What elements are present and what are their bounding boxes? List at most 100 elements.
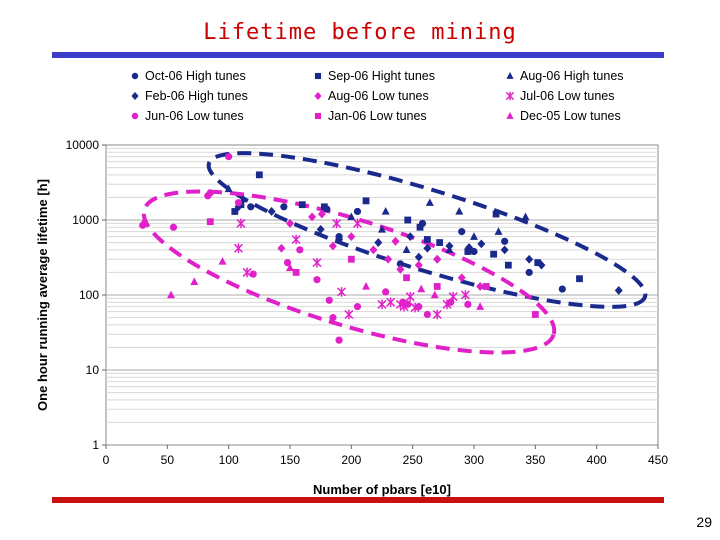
data-point — [386, 297, 396, 308]
data-point — [430, 290, 439, 299]
x-axis-ticks: 0 50 100 150 200 250 300 350 400 450 — [103, 445, 668, 467]
legend-marker — [131, 92, 139, 100]
data-point — [231, 208, 239, 215]
data-point — [233, 243, 244, 254]
data-point — [374, 238, 383, 247]
data-point — [242, 267, 252, 278]
data-point — [464, 300, 472, 308]
data-point — [206, 218, 214, 226]
data-point — [335, 235, 344, 244]
data-point — [335, 336, 343, 344]
data-point — [169, 223, 178, 231]
x-axis-label: Number of pbars [e10] — [313, 482, 451, 497]
slide-title: Lifetime before mining — [203, 20, 517, 45]
bottom-divider-bar — [52, 497, 664, 503]
data-point — [353, 207, 362, 216]
legend-label: Sep-06 Hight tunes — [328, 69, 435, 83]
legend-marker — [505, 91, 515, 101]
data-point — [138, 219, 147, 227]
y-axis-ticks: 10000 1000 100 10 1 — [66, 138, 106, 452]
data-point — [296, 246, 304, 254]
data-point — [316, 224, 325, 234]
x-tick-label: 0 — [103, 453, 110, 467]
data-point — [531, 311, 539, 318]
y-tick-label: 10 — [86, 363, 100, 377]
data-point — [218, 257, 227, 265]
data-point — [432, 309, 442, 320]
legend-label: Aug-06 Low tunes — [328, 89, 429, 103]
legend-marker — [131, 112, 139, 120]
y-tick-label: 1000 — [72, 213, 99, 227]
data-point — [415, 303, 423, 311]
data-point — [329, 313, 337, 322]
legend-box — [105, 63, 660, 127]
data-point — [298, 201, 306, 209]
data-point — [445, 241, 454, 251]
legend-marker — [506, 72, 514, 79]
data-point — [476, 282, 485, 291]
data-points — [138, 153, 623, 344]
data-point — [490, 250, 498, 258]
legend-label: Aug-06 High tunes — [520, 69, 624, 83]
data-point — [576, 275, 583, 283]
data-point — [425, 198, 434, 206]
data-point — [347, 255, 355, 263]
data-point — [460, 290, 470, 300]
data-point — [614, 286, 623, 295]
data-point — [465, 243, 474, 252]
legend-label: Jun-06 Low tunes — [145, 109, 244, 123]
data-point — [206, 189, 214, 197]
data-point — [455, 207, 464, 215]
data-point — [167, 290, 176, 299]
data-point — [404, 300, 412, 308]
data-point — [534, 259, 542, 267]
data-point — [414, 252, 423, 262]
data-point — [436, 239, 444, 246]
y-axis-label: One hour running average lifetime [h] — [35, 179, 50, 411]
x-tick-label: 250 — [403, 453, 423, 467]
group-ellipse — [141, 189, 557, 355]
x-tick-label: 300 — [464, 453, 484, 467]
data-point — [234, 199, 243, 207]
data-point — [396, 260, 404, 268]
data-point — [255, 171, 263, 179]
legend-label: Jan-06 Low tunes — [328, 109, 427, 123]
data-point — [249, 270, 257, 278]
data-point — [476, 302, 485, 310]
y-tick-label: 1 — [92, 438, 99, 452]
data-point — [224, 184, 233, 193]
data-point — [482, 283, 490, 290]
data-point — [470, 232, 478, 240]
data-point — [277, 243, 286, 253]
legend-label: Dec-05 Low tunes — [520, 109, 621, 123]
data-point — [423, 310, 431, 319]
data-point — [414, 260, 423, 270]
data-point — [403, 274, 410, 282]
data-point — [332, 218, 342, 229]
data-point — [377, 299, 387, 310]
data-point — [336, 287, 347, 297]
data-point — [458, 228, 466, 236]
data-point — [447, 298, 455, 306]
data-point — [292, 269, 300, 276]
legend-marker — [506, 112, 514, 119]
data-point — [558, 285, 566, 293]
data-point — [353, 303, 362, 311]
data-point — [382, 288, 390, 296]
x-tick-label: 100 — [219, 453, 239, 467]
data-point — [504, 261, 512, 269]
data-point — [286, 219, 294, 228]
page-number: 29 — [696, 514, 712, 530]
data-point — [423, 243, 432, 253]
group-ellipse — [206, 151, 648, 309]
data-point — [433, 283, 441, 290]
legend: Oct-06 High tunes Sep-06 Hight tunes Aug-0… — [131, 69, 624, 123]
legend-label: Jul-06 Low tunes — [520, 89, 615, 103]
x-tick-label: 350 — [525, 453, 545, 467]
x-tick-label: 50 — [161, 453, 175, 467]
data-point — [402, 245, 411, 254]
data-point — [525, 254, 534, 264]
data-point — [494, 227, 503, 235]
legend-marker — [314, 72, 322, 80]
